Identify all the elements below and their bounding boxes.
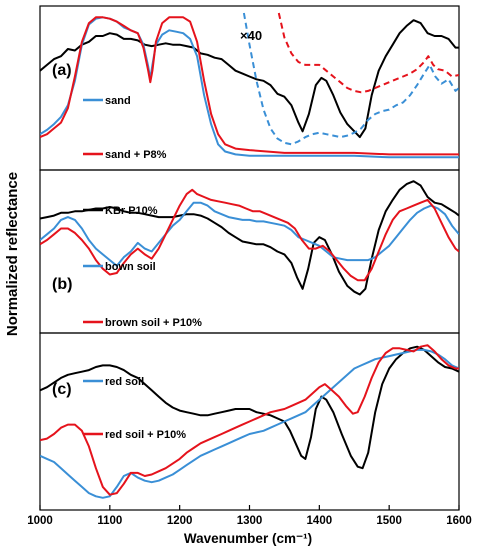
series-group — [40, 180, 459, 296]
x-tick-label: 1000 — [27, 515, 53, 527]
legend-label: sand + P8% — [105, 149, 167, 161]
series-line-blue-dashed — [242, 12, 459, 146]
x-tick-label: 1600 — [446, 515, 472, 527]
legend-label: KBr P10% — [105, 205, 158, 217]
y-axis-label: Normalized reflectance — [4, 172, 21, 336]
panel-label: (b) — [52, 276, 72, 293]
series-line-kbr-p10 — [40, 180, 459, 296]
x-tick-label: 1400 — [307, 515, 333, 527]
legend-label: sand — [105, 95, 131, 107]
x-tick-label: 1200 — [167, 515, 193, 527]
series-line-red-soil-p10 — [40, 344, 459, 496]
x-tick-label: 1500 — [376, 515, 402, 527]
panel-1: sand sand + P8% (a) ×40 — [39, 5, 460, 171]
legend-label: red soil + P10% — [105, 429, 186, 441]
series-group — [40, 12, 459, 159]
series-line-black — [40, 345, 459, 470]
x-tick-label: 1300 — [237, 515, 263, 527]
series-line-red-soil — [40, 348, 459, 499]
panel-2: KBr P10% bown soil brown soil + P10% (b) — [39, 169, 460, 334]
magnification-annotation: ×40 — [240, 28, 262, 43]
panel-label: (c) — [52, 381, 72, 398]
panel-3: red soil red soil + P10% (c) — [39, 332, 460, 511]
x-axis: 1000 1100 1200 1300 1400 1500 1600 — [27, 505, 472, 527]
series-line-red-dashed — [277, 12, 459, 94]
series-line-black — [40, 19, 459, 139]
legend-label: brown soil + P10% — [105, 317, 202, 329]
series-group — [40, 344, 459, 499]
x-tick-label: 1100 — [97, 515, 122, 527]
series-line-sand-p8 — [40, 16, 459, 156]
legend-label: bown soil — [105, 261, 156, 273]
panels-layer: sand sand + P8% (a) ×40 KBr P10% bown soil bro… — [39, 5, 460, 511]
series-line-brown-soil-p10 — [40, 188, 459, 282]
series-line-bown-soil — [40, 201, 459, 267]
x-axis-label: Wavenumber (cm⁻¹) — [184, 531, 312, 546]
panel-label: (a) — [52, 62, 72, 79]
legend-label: red soil — [105, 376, 144, 388]
